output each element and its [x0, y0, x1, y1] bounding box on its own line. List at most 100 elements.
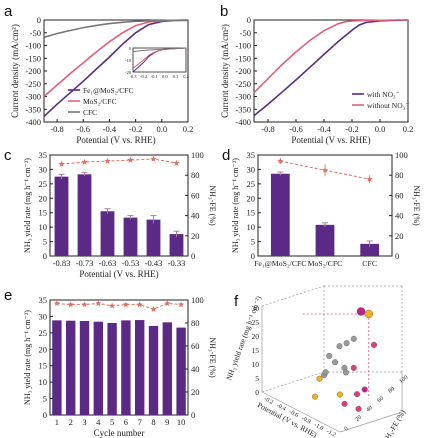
scatter-point: [350, 335, 357, 342]
panel-e-chart: 1 2 3 4 5 6 7 8 9 1005101520253035020406080100Cyc…: [23, 295, 217, 438]
inset-series-line-2: [132, 47, 187, 53]
bar: [360, 243, 380, 256]
scatter-point: [355, 405, 362, 412]
back-edge: [261, 285, 325, 307]
x-tick-label: CFC: [362, 259, 377, 268]
y-tick-label: 20: [39, 344, 48, 354]
y-tick-label: 0: [43, 410, 47, 420]
y-tick-label: -50: [240, 28, 251, 38]
plot-frame: [49, 299, 189, 416]
y-tick-label: -350: [25, 104, 41, 114]
scatter-point: [364, 309, 373, 319]
y-tick-label: 35: [247, 150, 256, 160]
legend-label: Fe₁@MoS₂/CFC: [83, 86, 134, 95]
x-tick-label: -0.83: [53, 258, 71, 268]
y-tick-label: 10: [247, 222, 256, 232]
inset-y-tick-label: -20: [125, 70, 132, 75]
floor-edge: [339, 411, 403, 433]
panel-label-a: a: [4, 3, 13, 20]
scatter-point: [371, 341, 378, 348]
potential-tick-label: -0.4: [275, 403, 286, 413]
x-tick-label: -0.43: [145, 258, 163, 268]
fe-point: [150, 306, 157, 312]
y2-tick-label: 80: [395, 170, 404, 180]
series-line-1: [253, 19, 408, 94]
inset-x-tick-label: 0.0: [162, 74, 168, 79]
y-axis-label: NH₃ yield rate (mg h⁻¹ cm⁻²): [231, 158, 240, 253]
scatter-point: [332, 359, 339, 366]
x-tick-label: -0.63: [99, 258, 117, 268]
scatter-point: [322, 369, 329, 376]
potential-tick-label: -1.2: [325, 429, 336, 438]
y-tick-label: 5: [43, 237, 47, 247]
y2-tick-label: 60: [191, 190, 200, 200]
y-tick-label: 25: [247, 179, 256, 189]
z-tick-label: 15: [252, 346, 260, 355]
fe-point: [277, 157, 284, 164]
y2-tick-label: 100: [191, 150, 204, 160]
panel-label-e: e: [4, 287, 12, 304]
y2-tick-label: 0: [395, 251, 399, 261]
potential-tick-label: -1.0: [313, 422, 324, 432]
fe-point: [67, 301, 74, 308]
inset-y-tick-label: 0: [129, 46, 132, 51]
inset-x-tick-label: 0.1: [173, 74, 179, 79]
panel-label-d: d: [222, 147, 230, 164]
y2-tick-label: 40: [191, 211, 200, 221]
y-axis-label: Current density (mA/cm²): [220, 24, 230, 118]
bar: [54, 176, 69, 256]
y-tick-label: -100: [25, 41, 41, 51]
fe-point: [127, 156, 134, 163]
panel-b-chart: -0.8 -0.6 -0.4 -0.2 0.0 0.2 0 -50 -100 -150 -200 -2…: [220, 15, 413, 145]
y-tick-label: 0: [251, 251, 255, 261]
series-line-2: [43, 19, 189, 39]
x-tick-label: 1: [55, 417, 59, 427]
potential-tick-label: -0.8: [300, 416, 311, 426]
x-tick-label: -0.2: [129, 124, 142, 134]
fe-tick-label: 20: [355, 415, 363, 423]
y-tick-label: -150: [25, 53, 41, 63]
fe-tick-label: 80: [388, 386, 396, 394]
y-axis-label: Current density (mA/cm²): [10, 24, 20, 118]
panel-label-f: f: [234, 293, 239, 310]
fe-point: [136, 301, 143, 308]
scatter-point: [350, 364, 357, 371]
fe-point: [366, 176, 373, 182]
x-axis-label: Potential (V vs. RHE): [79, 269, 158, 279]
scatter-point: [336, 343, 343, 350]
bar: [66, 320, 76, 415]
floor-edge: [261, 371, 325, 393]
y2-tick-label: 80: [191, 318, 200, 328]
bar: [270, 173, 290, 256]
inset-x-tick-label: -0.1: [151, 74, 158, 79]
fe-point: [122, 301, 129, 308]
z-tick-label: 30: [252, 304, 260, 313]
fe-point: [150, 155, 157, 162]
x-tick-label: -0.4: [103, 124, 117, 134]
bar: [148, 325, 159, 415]
bar: [93, 321, 103, 415]
scatter-point: [361, 386, 368, 393]
x-tick-label: 5: [110, 417, 114, 427]
x-tick-label: 3: [82, 417, 86, 427]
fe-line: [61, 158, 177, 165]
x-tick-label: Fe₁@MoS₂/CFC: [254, 259, 306, 268]
y2-tick-label: 20: [191, 231, 200, 241]
panel-a-chart: -0.8 -0.6 -0.4 -0.2 0.0 0.20-50-100-150-200-2…: [10, 15, 193, 145]
y-tick-label: -250: [235, 79, 251, 89]
y-tick-label: 0: [247, 15, 251, 25]
y2-tick-label: 60: [191, 341, 200, 351]
bar: [100, 211, 115, 256]
scatter-point: [343, 340, 350, 347]
inset-x-tick-label: 0.2: [183, 74, 189, 79]
y-tick-label: 30: [39, 311, 48, 321]
y-tick-label: 15: [247, 208, 256, 218]
bar: [135, 320, 145, 415]
y-tick-label: 10: [39, 222, 48, 232]
y-tick-label: -300: [25, 92, 41, 102]
x-tick-label: 0.2: [403, 124, 414, 134]
fe-tick-label: 40: [366, 405, 374, 413]
panel-label-b: b: [220, 3, 228, 20]
potential-tick-label: -0.6: [288, 409, 299, 419]
